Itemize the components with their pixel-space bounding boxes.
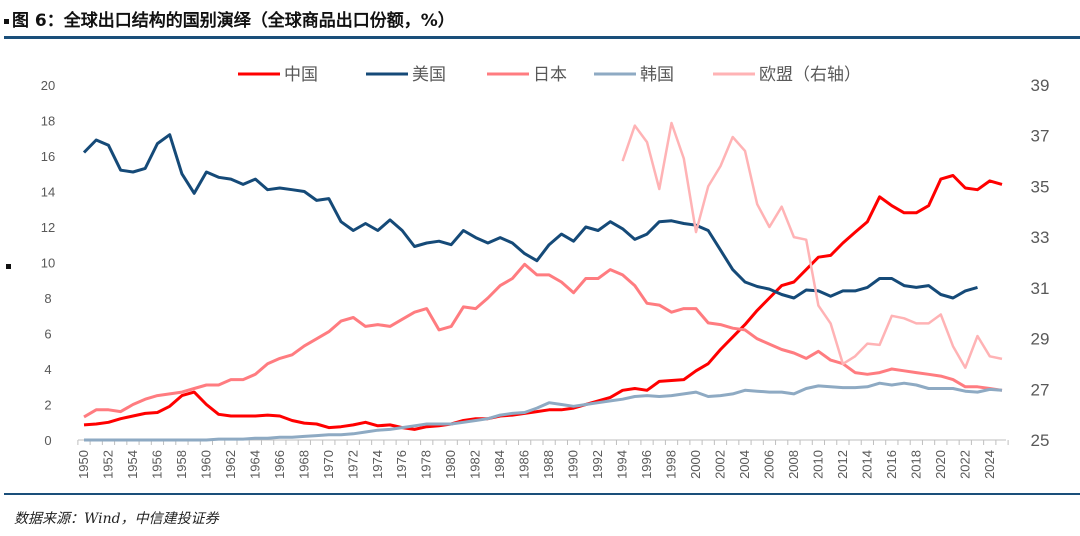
x-tick-label: 1970 <box>321 450 336 479</box>
x-tick-label: 2022 <box>957 450 972 479</box>
x-tick-label: 2002 <box>712 450 727 479</box>
y2-tick-label: 37 <box>1031 127 1050 146</box>
x-tick-label: 1986 <box>517 450 532 479</box>
x-tick-label: 2018 <box>908 450 923 479</box>
y2-tick-label: 29 <box>1031 330 1050 349</box>
x-tick-label: 2012 <box>835 450 850 479</box>
x-tick-label: 1968 <box>296 450 311 479</box>
y-tick-label: 14 <box>41 185 55 200</box>
chart-title: 图 6：全球出口结构的国别演绎（全球商品出口份额，%） <box>4 6 455 31</box>
y2-tick-label: 27 <box>1031 380 1050 399</box>
x-tick-label: 1996 <box>639 450 654 479</box>
x-tick-label: 1964 <box>247 450 262 479</box>
x-tick-label: 1960 <box>198 450 213 479</box>
x-tick-label: 1954 <box>125 450 140 479</box>
x-tick-label: 2016 <box>884 450 899 479</box>
x-tick-label: 2004 <box>737 450 752 479</box>
y-tick-label: 4 <box>44 362 51 377</box>
bullet-icon <box>4 18 9 24</box>
x-tick-label: 2024 <box>982 450 997 479</box>
x-tick-label: 1952 <box>100 450 115 479</box>
x-tick-label: 1976 <box>394 450 409 479</box>
y-tick-label: 18 <box>41 114 55 129</box>
bullet-icon <box>6 264 11 269</box>
x-tick-label: 1966 <box>272 450 287 479</box>
x-tick-label: 1984 <box>492 450 507 479</box>
x-tick-label: 1982 <box>468 450 483 479</box>
x-tick-label: 1990 <box>566 450 581 479</box>
x-tick-label: 2000 <box>688 450 703 479</box>
y2-tick-label: 25 <box>1031 431 1050 450</box>
x-tick-label: 1998 <box>664 450 679 479</box>
title-text: 图 6：全球出口结构的国别演绎（全球商品出口份额，%） <box>12 11 455 31</box>
x-tick-label: 2014 <box>859 450 874 479</box>
x-tick-label: 2008 <box>786 450 801 479</box>
y-tick-label: 10 <box>41 256 55 271</box>
x-tick-label: 2010 <box>810 450 825 479</box>
series-line-4 <box>621 121 1003 369</box>
top-divider <box>4 36 1080 39</box>
x-tick-label: 1950 <box>76 450 91 479</box>
x-tick-label: 1980 <box>443 450 458 479</box>
bottom-divider <box>4 493 1080 495</box>
legend-label: 中国 <box>284 65 318 85</box>
series-line-2 <box>83 262 1003 419</box>
y-tick-label: 6 <box>44 327 51 342</box>
x-tick-label: 1974 <box>370 450 385 479</box>
y2-tick-label: 35 <box>1031 177 1050 196</box>
y-tick-label: 8 <box>44 291 51 306</box>
legend-label: 日本 <box>533 65 567 85</box>
legend-label: 韩国 <box>640 65 674 85</box>
x-tick-label: 1962 <box>223 450 238 479</box>
x-tick-label: 1972 <box>345 450 360 479</box>
x-tick-label: 1994 <box>615 450 630 479</box>
series-line-0 <box>83 174 1003 431</box>
x-tick-label: 2006 <box>761 450 776 479</box>
y-tick-label: 12 <box>41 220 55 235</box>
series-line-3 <box>84 381 1003 442</box>
x-tick-label: 1988 <box>541 450 556 479</box>
y-tick-label: 20 <box>41 78 55 93</box>
x-tick-label: 1958 <box>174 450 189 479</box>
y-tick-label: 0 <box>44 433 51 448</box>
source-note: 数据来源：Wind，中信建投证券 <box>14 511 219 527</box>
series-line-1 <box>82 133 978 300</box>
x-tick-label: 1978 <box>419 450 434 479</box>
y2-tick-label: 31 <box>1031 279 1050 298</box>
y-tick-label: 16 <box>41 149 55 164</box>
y2-tick-label: 33 <box>1031 228 1050 247</box>
legend-label: 美国 <box>412 65 446 85</box>
x-tick-label: 1992 <box>590 450 605 479</box>
y-tick-label: 2 <box>44 398 51 413</box>
x-tick-label: 1956 <box>149 450 164 479</box>
x-tick-label: 2020 <box>933 450 948 479</box>
legend-label: 欧盟（右轴） <box>759 65 861 85</box>
y2-tick-label: 39 <box>1031 76 1050 95</box>
